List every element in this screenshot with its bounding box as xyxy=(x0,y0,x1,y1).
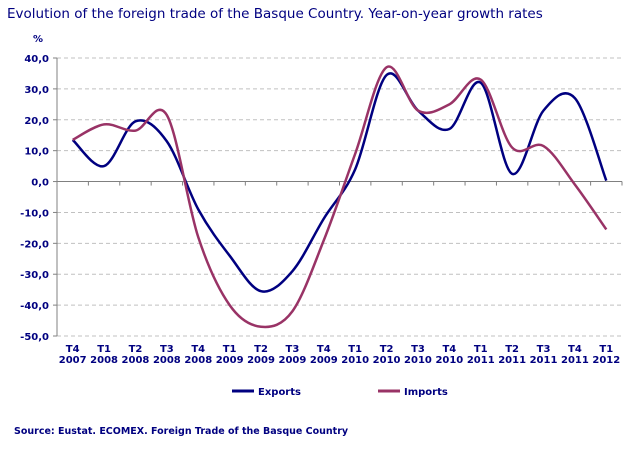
y-axis-unit: % xyxy=(33,34,43,45)
chart-title: Evolution of the foreign trade of the Ba… xyxy=(7,6,543,22)
x-tick-label: T4 2010 xyxy=(435,344,463,366)
x-tick-label: T1 2009 xyxy=(216,344,244,366)
y-tick-label: 40,0 xyxy=(24,54,49,65)
series-line-exports xyxy=(71,72,608,293)
x-tick-label: T2 2010 xyxy=(373,344,401,366)
x-tick-label: T3 2008 xyxy=(153,344,181,366)
x-tick-label: T1 2010 xyxy=(341,344,369,366)
x-tick-label: T4 2007 xyxy=(59,344,87,366)
x-tick-label: T4 2011 xyxy=(561,344,589,366)
x-tick-label: T1 2012 xyxy=(592,344,620,366)
x-tick-label: T2 2008 xyxy=(122,344,150,366)
y-tick-label: 20,0 xyxy=(24,116,49,127)
y-tick-label: -40,0 xyxy=(20,301,49,312)
x-tick-label: T3 2009 xyxy=(278,344,306,366)
legend-label-exports: Exports xyxy=(258,387,301,398)
y-tick-label: 10,0 xyxy=(24,147,49,158)
y-tick-label: 0,0 xyxy=(31,178,49,189)
x-tick-label: T3 2010 xyxy=(404,344,432,366)
y-tick-label: -30,0 xyxy=(20,270,49,281)
source-note: Source: Eustat. ECOMEX. Foreign Trade of… xyxy=(14,426,349,437)
y-tick-label: -50,0 xyxy=(20,332,49,343)
legend-label-imports: Imports xyxy=(404,387,448,398)
x-tick-label: T4 2008 xyxy=(184,344,212,366)
x-tick-label: T2 2009 xyxy=(247,344,275,366)
x-tick-label: T1 2008 xyxy=(90,344,118,366)
x-tick-label: T1 2011 xyxy=(467,344,495,366)
y-tick-label: 30,0 xyxy=(24,85,49,96)
x-tick-label: T3 2011 xyxy=(530,344,558,366)
y-tick-label: -20,0 xyxy=(20,239,49,250)
x-tick-label: T4 2009 xyxy=(310,344,338,366)
series-line-imports xyxy=(72,65,608,329)
y-tick-label: -10,0 xyxy=(20,208,49,219)
x-tick-label: T2 2011 xyxy=(498,344,526,366)
